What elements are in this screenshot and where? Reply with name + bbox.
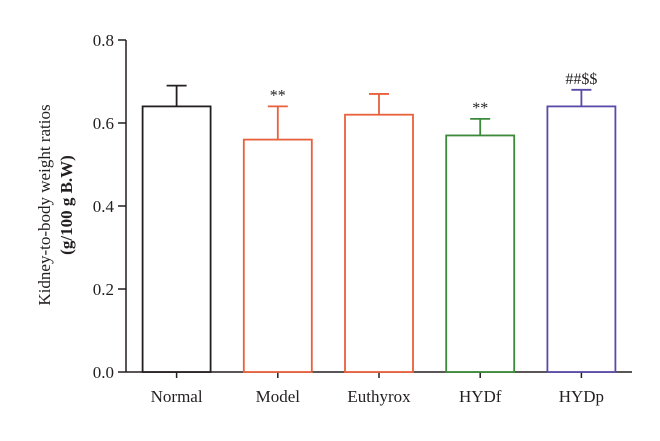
labels: Normal Model ** Euthyrox HYDf ** HYDp ##$$ xyxy=(151,71,604,406)
bars xyxy=(141,84,617,373)
y-axis-title-line2: (g/100 g B.W) xyxy=(57,155,76,255)
bar-normal xyxy=(141,105,212,373)
significance-label-hydp: ##$$ xyxy=(565,71,597,88)
x-tick-label-euthyrox: Euthyrox xyxy=(347,387,411,406)
x-tick-label-model: Model xyxy=(256,387,301,406)
x-tick-label-normal: Normal xyxy=(151,387,203,406)
y-tick-label-0: 0.0 xyxy=(93,363,114,382)
y-tick-label-2: 0.4 xyxy=(93,197,115,216)
significance-label-model: ** xyxy=(270,87,286,104)
significance-label-hydf: ** xyxy=(472,100,488,117)
bar-euthyrox xyxy=(344,113,414,373)
x-tick-label-hydp: HYDp xyxy=(559,387,604,406)
y-tick-label-4: 0.8 xyxy=(93,31,114,50)
bar-model xyxy=(242,138,313,373)
y-tick-label-1: 0.2 xyxy=(93,280,114,299)
x-tick-label-hydf: HYDf xyxy=(459,387,502,406)
y-axis-title: Kidney-to-body weight ratios (g/100 g B.… xyxy=(35,104,76,305)
y-axis-title-line1: Kidney-to-body weight ratios xyxy=(35,104,54,305)
bar-hydf xyxy=(445,134,516,373)
y-tick-label-3: 0.6 xyxy=(93,114,114,133)
bar-hydp xyxy=(546,105,617,373)
